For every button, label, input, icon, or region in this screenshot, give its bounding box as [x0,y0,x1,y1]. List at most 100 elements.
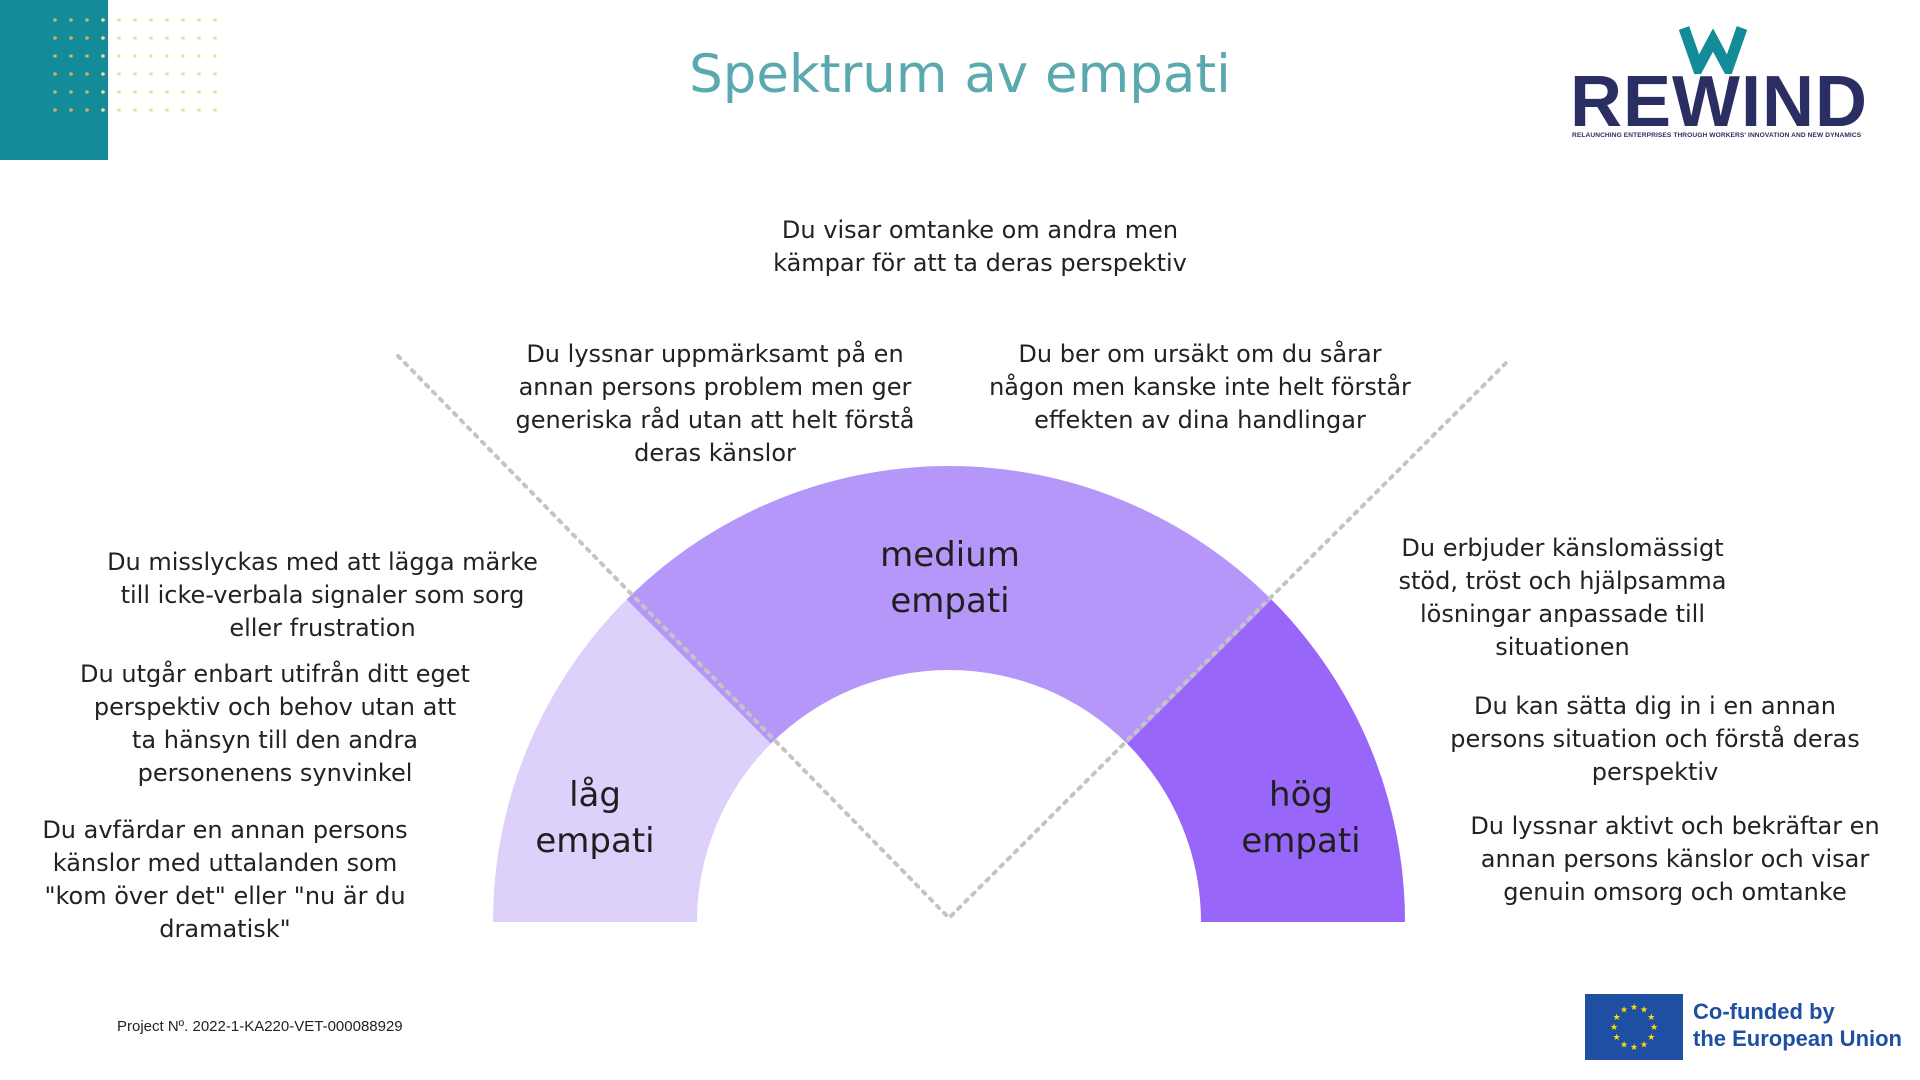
decor-dot [133,18,137,22]
decor-dot [165,18,169,22]
decor-dot [197,108,201,112]
segment-label-low: låg empati [535,775,655,861]
rewind-logo: REWIND RELAUNCHING ENTERPRISES THROUGH W… [1570,24,1910,144]
decor-dot [197,54,201,58]
decor-dot [133,90,137,94]
decor-dot [149,36,153,40]
decor-dot [101,108,105,112]
decor-dot [53,108,57,112]
decor-dot [69,90,73,94]
decor-dot [213,36,217,40]
decor-dot [53,90,57,94]
decor-dot [197,90,201,94]
decor-dot [165,108,169,112]
description-right-1: Du erbjuder känslomässigt stöd, tröst oc… [1398,534,1727,661]
decor-dot [85,90,89,94]
decor-dot [181,54,185,58]
eu-star-icon: ★ [1613,1033,1621,1043]
description-upper-left: Du lyssnar uppmärksamt på en annan perso… [515,340,915,467]
eu-star-icon: ★ [1647,1033,1655,1043]
eu-star-icon: ★ [1630,1043,1638,1053]
decor-dot [117,36,121,40]
dotted-v-line [396,354,1510,921]
decor-dot [181,18,185,22]
decor-dot [69,72,73,76]
decor-dot [165,54,169,58]
description-upper-right: Du ber om ursäkt om du sårar någon men k… [989,340,1411,434]
decor-dot [117,90,121,94]
description-left-2: Du utgår enbart utifrån ditt eget perspe… [80,660,470,787]
decor-dot [101,90,105,94]
decor-dot [101,36,105,40]
decor-dot [197,72,201,76]
decor-dot [85,36,89,40]
decor-dot [149,54,153,58]
project-number: Project Nº. 2022-1-KA220-VET-000088929 [117,1018,403,1035]
decor-dot [165,90,169,94]
decor-dot [85,54,89,58]
eu-star-icon: ★ [1610,1023,1618,1033]
decor-dot [69,18,73,22]
decor-dot [117,108,121,112]
decor-dot [101,72,105,76]
decor-dot [69,108,73,112]
eu-star-icon: ★ [1650,1023,1658,1033]
decor-dot [213,54,217,58]
decor-dot [197,36,201,40]
decor-dot [117,72,121,76]
eu-star-icon: ★ [1640,1040,1648,1050]
eu-star-icon: ★ [1620,1006,1628,1016]
eu-cofunded-text: Co-funded by the European Union [1693,999,1902,1051]
dot-grid-decoration [53,18,217,112]
description-left-3: Du avfärdar en annan persons känslor med… [42,816,408,943]
decor-dot [213,72,217,76]
decor-dot [149,72,153,76]
decor-dot [133,54,137,58]
decor-dot [85,108,89,112]
decor-dot [197,18,201,22]
gauge-segment-low [493,599,771,922]
description-top: Du visar omtanke om andra men kämpar för… [773,216,1187,277]
gauge-segment-medium [626,466,1272,744]
decor-dot [53,72,57,76]
segment-label-high: hög empati [1241,775,1361,861]
decor-dot [53,18,57,22]
decor-dot [149,90,153,94]
decor-dot [181,72,185,76]
eu-star-icon: ★ [1630,1003,1638,1013]
decor-dot [133,72,137,76]
decor-dot [85,72,89,76]
decor-dot [181,90,185,94]
segment-label-medium: medium empati [880,535,1020,621]
decor-dot [69,54,73,58]
description-right-2: Du kan sätta dig in i en annan persons s… [1450,692,1860,786]
decor-dot [165,36,169,40]
page-title: Spektrum av empati [689,44,1231,105]
eu-flag: ★ ★★★★★★★★★★★ [1585,994,1683,1060]
logo-w-mark [1678,26,1748,74]
eu-star-icon: ★ [1613,1013,1621,1023]
description-left-1: Du misslyckas med att lägga märke till i… [107,548,538,642]
decor-dot [53,54,57,58]
eu-star-icon: ★ [1640,1006,1648,1016]
decor-dot [133,36,137,40]
decor-dot [85,18,89,22]
decor-dot [213,108,217,112]
decor-dot [53,36,57,40]
decor-dot [181,108,185,112]
logo-wordmark: REWIND [1570,62,1868,142]
decor-dot [69,36,73,40]
decor-dot [213,18,217,22]
decor-dot [181,36,185,40]
eu-star-icon: ★ [1647,1013,1655,1023]
eu-star-icon: ★ [1620,1040,1628,1050]
decor-dot [101,18,105,22]
description-right-3: Du lyssnar aktivt och bekräftar en annan… [1470,812,1880,906]
corner-teal-block [0,0,108,160]
decor-dot [213,90,217,94]
decor-dot [165,72,169,76]
logo-tagline: RELAUNCHING ENTERPRISES THROUGH WORKERS'… [1572,132,1862,139]
decor-dot [133,108,137,112]
gauge-segment-high [1127,599,1405,922]
